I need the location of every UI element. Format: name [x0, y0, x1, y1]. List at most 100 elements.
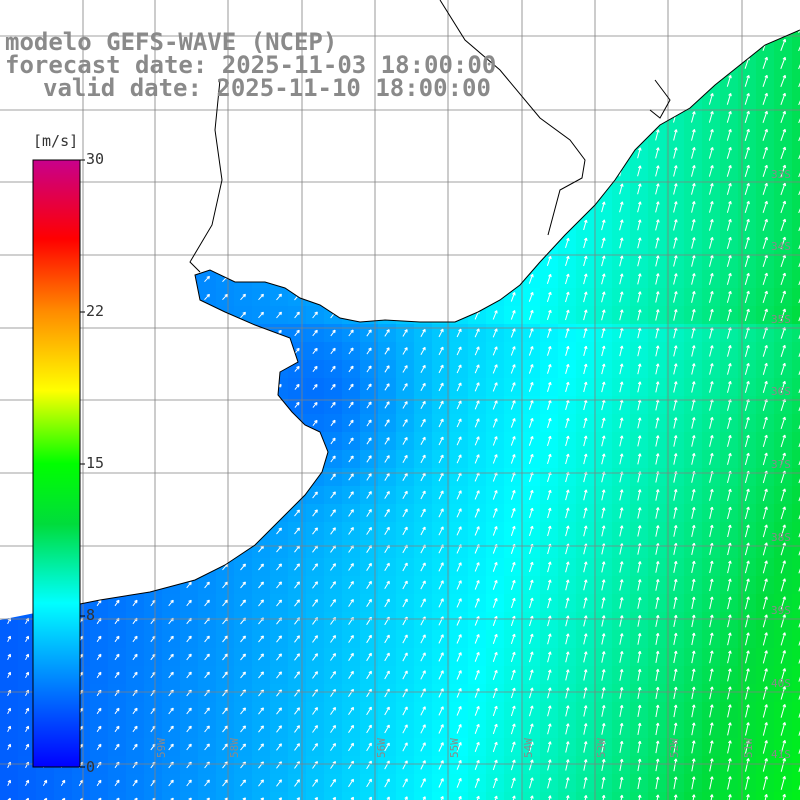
- wind-arrow: [565, 417, 570, 429]
- wind-arrow: [708, 111, 714, 123]
- wind-arrow: [583, 327, 588, 339]
- wind-arrow: [547, 579, 552, 591]
- wind-arrow: [709, 219, 714, 231]
- wind-arrow: [276, 635, 282, 643]
- wind-arrow: [780, 596, 786, 610]
- wind-arrow: [456, 346, 462, 356]
- wind-arrow: [402, 347, 408, 355]
- wind-arrow: [745, 650, 750, 664]
- wind-arrow: [492, 526, 498, 536]
- wind-arrow: [637, 722, 642, 735]
- wind-arrow: [565, 291, 570, 303]
- wind-arrow: [402, 616, 408, 626]
- field-cell: [414, 792, 433, 800]
- wind-arrow: [619, 579, 624, 591]
- valid-date: valid date: 2025-11-10 18:00:00: [43, 74, 491, 102]
- wind-arrow: [528, 291, 534, 302]
- wind-arrow: [762, 128, 768, 141]
- wind-arrow: [744, 290, 750, 304]
- wind-arrow: [132, 779, 138, 787]
- wind-arrow: [601, 201, 606, 213]
- wind-arrow: [402, 688, 408, 698]
- wind-arrow: [780, 290, 786, 304]
- field-cell: [792, 648, 800, 667]
- wind-arrow: [474, 508, 480, 518]
- wind-arrow: [510, 669, 516, 681]
- wind-arrow: [583, 687, 588, 699]
- wind-arrow: [691, 506, 696, 519]
- wind-arrow: [366, 526, 372, 535]
- wind-arrow: [312, 419, 318, 427]
- wind-arrow: [294, 383, 300, 390]
- wind-arrow: [420, 634, 426, 644]
- wind-arrow: [222, 581, 228, 589]
- wind-arrow: [762, 740, 768, 754]
- wind-arrow: [619, 183, 624, 195]
- wind-arrow: [296, 797, 300, 800]
- wind-arrow: [114, 653, 120, 661]
- wind-arrow: [204, 743, 210, 751]
- wind-arrow: [637, 147, 642, 159]
- wind-arrow: [780, 704, 787, 718]
- wind-arrow: [565, 345, 570, 356]
- wind-arrow: [565, 723, 570, 735]
- field-cell: [144, 792, 163, 800]
- wind-arrow: [384, 472, 390, 481]
- wind-arrow: [583, 579, 588, 591]
- wind-arrow: [348, 509, 354, 517]
- wind-arrow: [764, 793, 768, 800]
- wind-arrow: [132, 599, 138, 607]
- wind-arrow: [744, 560, 750, 574]
- wind-arrow: [258, 311, 264, 319]
- wind-arrow: [601, 758, 606, 771]
- wind-arrow: [258, 707, 264, 715]
- field-cell: [792, 54, 800, 73]
- wind-arrow: [601, 651, 606, 663]
- wind-arrow: [745, 686, 750, 700]
- wind-arrow: [114, 743, 120, 751]
- field-cell: [792, 720, 800, 739]
- wind-arrow: [601, 345, 606, 357]
- field-cell: [540, 792, 559, 800]
- wind-arrow: [366, 670, 372, 680]
- wind-arrow: [744, 596, 750, 610]
- wind-arrow: [474, 759, 480, 770]
- wind-arrow: [222, 779, 228, 787]
- wind-arrow: [366, 473, 372, 481]
- wind-arrow: [780, 668, 787, 682]
- wind-arrow: [384, 706, 390, 716]
- wind-arrow: [132, 743, 138, 751]
- wind-arrow: [420, 454, 426, 464]
- field-cell: [468, 792, 487, 800]
- wind-arrow: [762, 614, 768, 628]
- wind-arrow: [762, 542, 768, 556]
- wind-arrow: [619, 740, 624, 753]
- wind-arrow: [510, 454, 516, 464]
- wind-arrow: [278, 797, 282, 800]
- wind-arrow: [727, 345, 732, 357]
- wind-arrow: [762, 146, 768, 159]
- wind-arrow: [709, 542, 714, 556]
- wind-arrow: [25, 671, 29, 679]
- wind-arrow: [745, 740, 750, 754]
- wind-arrow: [727, 740, 732, 754]
- wind-arrow: [762, 650, 768, 664]
- wind-arrow: [565, 489, 570, 501]
- wind-arrow: [258, 635, 264, 643]
- wind-arrow: [240, 635, 246, 643]
- wind-arrow: [222, 599, 228, 607]
- wind-arrow: [240, 743, 246, 751]
- wind-arrow: [655, 758, 660, 772]
- wind-arrow: [438, 436, 444, 446]
- wind-arrow: [438, 652, 444, 662]
- wind-arrow: [780, 614, 786, 628]
- wind-arrow: [655, 507, 660, 519]
- wind-arrow: [619, 345, 624, 357]
- wind-arrow: [456, 526, 462, 536]
- wind-arrow: [276, 671, 282, 679]
- wind-arrow: [583, 651, 588, 663]
- wind-arrow: [762, 506, 768, 520]
- wind-arrow: [458, 795, 462, 800]
- wind-arrow: [691, 560, 696, 574]
- wind-arrow: [619, 489, 624, 501]
